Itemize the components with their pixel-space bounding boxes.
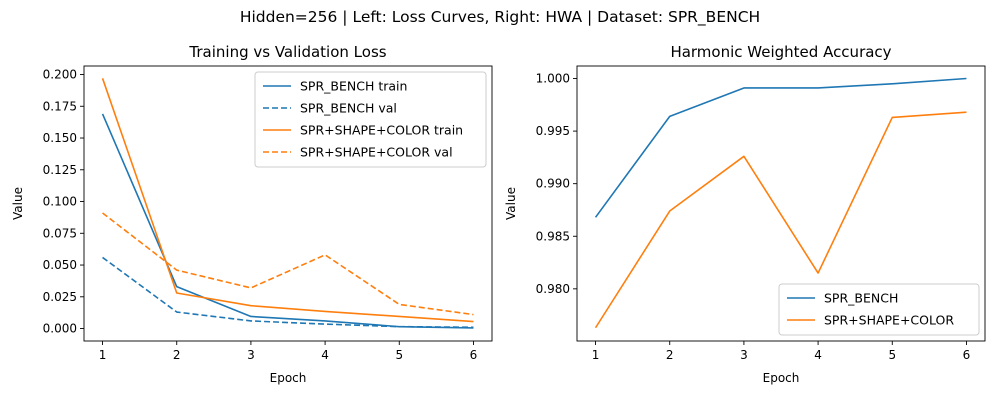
y-axis-label: Value <box>11 187 25 220</box>
y-tick-label: 0.125 <box>43 163 77 177</box>
legend: SPR_BENCH SPR+SHAPE+COLOR <box>778 283 980 336</box>
y-tick-label: 0.025 <box>43 290 77 304</box>
legend-box <box>778 283 980 336</box>
series-line-2 <box>101 78 474 323</box>
y-tick-label: 0.985 <box>536 229 570 243</box>
series-line-0 <box>594 77 967 218</box>
x-tick-label: 1 <box>592 348 600 362</box>
x-tick-label: 6 <box>963 348 971 362</box>
x-tick-label: 5 <box>888 348 896 362</box>
y-tick-label: 0.000 <box>43 322 77 336</box>
y-tick-label: 0.990 <box>536 177 570 191</box>
x-tick-label: 4 <box>814 348 822 362</box>
x-axis-label: Epoch <box>270 371 307 385</box>
x-tick-label: 3 <box>247 348 255 362</box>
legend: SPR_BENCH train SPR_BENCH val SPR+SHAPE+CO… <box>254 71 487 168</box>
x-tick-label: 1 <box>99 348 107 362</box>
axes-frame <box>576 65 986 342</box>
legend-label: SPR_BENCH val <box>300 101 397 116</box>
legend-label: SPR_BENCH train <box>300 79 407 94</box>
legend-label: SPR+SHAPE+COLOR train <box>300 123 463 138</box>
legend-label: SPR_BENCH <box>824 291 898 306</box>
y-tick-label: 0.980 <box>536 282 570 296</box>
y-tick-label: 0.200 <box>43 68 77 82</box>
x-tick-label: 6 <box>470 348 478 362</box>
chart-title: Training vs Validation Loss <box>188 43 386 61</box>
legend-label: SPR+SHAPE+COLOR val <box>300 145 453 160</box>
chart-title: Harmonic Weighted Accuracy <box>670 43 891 61</box>
x-tick-label: 2 <box>173 348 181 362</box>
y-tick-label: 0.150 <box>43 131 77 145</box>
y-tick-label: 0.100 <box>43 195 77 209</box>
series-line-3 <box>102 212 474 316</box>
series-line-1 <box>594 111 967 329</box>
x-tick-label: 4 <box>321 348 329 362</box>
legend-box <box>254 71 487 168</box>
hwa-panel: Harmonic Weighted Accuracy 1 2 3 4 5 6 0.980 0.9… <box>504 43 986 385</box>
loss-curves-panel: Training vs Validation Loss 1 2 3 4 5 6 0.000 0.… <box>11 43 493 385</box>
y-axis-label: Value <box>504 187 518 220</box>
axes-frame <box>83 65 493 342</box>
legend-label: SPR+SHAPE+COLOR <box>824 313 954 328</box>
x-axis-label: Epoch <box>763 371 800 385</box>
x-tick-label: 3 <box>740 348 748 362</box>
y-tick-label: 0.995 <box>536 124 570 138</box>
y-tick-label: 0.050 <box>43 258 77 272</box>
y-tick-label: 1.000 <box>536 72 570 86</box>
x-tick-label: 2 <box>666 348 674 362</box>
series-line-1 <box>102 256 474 329</box>
y-tick-label: 0.175 <box>43 99 77 113</box>
figure-suptitle: Hidden=256 | Left: Loss Curves, Right: H… <box>240 8 760 27</box>
y-tick-label: 0.075 <box>43 226 77 240</box>
x-tick-label: 5 <box>395 348 403 362</box>
